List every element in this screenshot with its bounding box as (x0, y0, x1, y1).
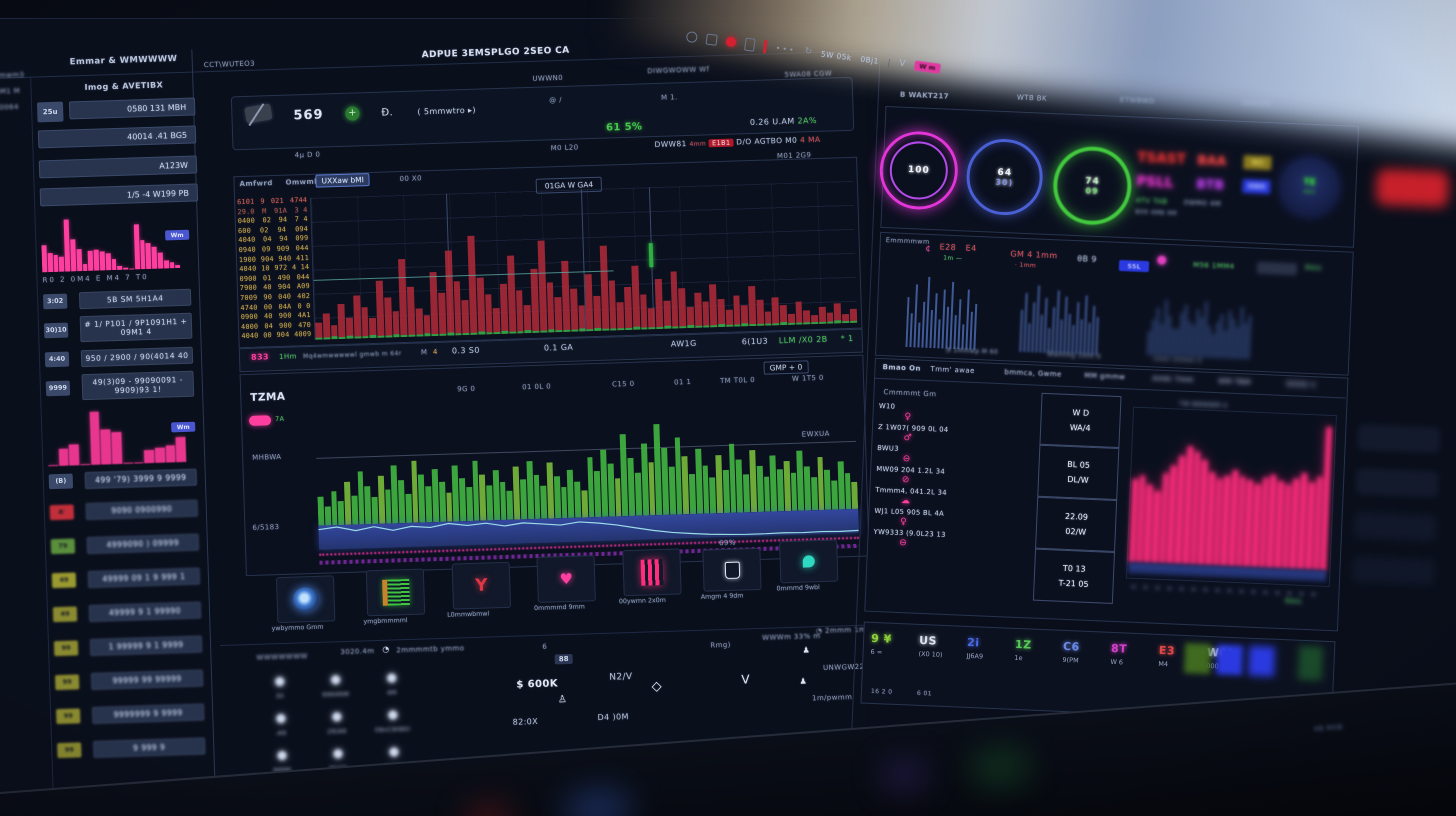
margin-item-3 (1353, 512, 1437, 542)
refresh-icon[interactable]: ↻ (803, 46, 813, 58)
navy-disc-sub: 4B5 (1302, 187, 1316, 197)
ticker-sub-2: 6 01 (916, 689, 933, 698)
bars-chip-blue: 55L (1118, 259, 1150, 273)
right-bars-chart-2 (1019, 268, 1110, 356)
table-left-list: W10 ♀ Z 1W07( 909 0L 04 ♂ BWU3 ⊖ MW09 20… (873, 402, 1029, 555)
ticker-item[interactable]: 2i JJ6A9 (966, 635, 984, 661)
chrome-separator: | (887, 57, 891, 67)
stat-psll: PSLL (1136, 174, 1174, 192)
table-tab-6[interactable]: WM TBM (1218, 377, 1252, 387)
table-tab-1[interactable]: Bmao On (882, 363, 922, 373)
desk-reflection-green (969, 746, 1032, 788)
red-alert-blob (1375, 168, 1450, 208)
table-tab-7[interactable]: WWW 4 (1286, 380, 1316, 390)
pink-chart-chip: θ4m (1284, 597, 1303, 606)
navy-disc-value: TE (1303, 177, 1316, 189)
ticker-item[interactable]: C6 9(PM (1062, 639, 1080, 665)
grid-icon[interactable] (685, 30, 699, 43)
right-bars-chart-1 (905, 263, 984, 350)
bars-v3: GM 4 1mm (1010, 249, 1058, 261)
ticker-block-darkgreen (1297, 645, 1324, 681)
desk-faint-text: 4B M0B (1313, 723, 1344, 734)
pink-area-chart (1128, 411, 1333, 571)
table-tab-5[interactable]: Ambi 7mm (1152, 374, 1194, 385)
stat-btb: BTB (1196, 177, 1225, 193)
bars-chip-green: M56 1MM4 (1192, 261, 1235, 271)
desk-reflection-blue (561, 786, 635, 816)
table-cells: W D WA/4 BL 05 DL/W 22.09 02/W T0 13 T-2… (1032, 392, 1122, 604)
window-icon[interactable] (705, 33, 718, 46)
margin-item-1 (1357, 424, 1441, 454)
right-header-1: B WAKT217 (899, 90, 950, 101)
gauge-green-value: 74 (1085, 175, 1100, 187)
gauge-green-value2: 09 (1085, 185, 1099, 196)
chrome-label-2[interactable]: 0Bj1 (859, 54, 880, 66)
ticker-block-blue-1 (1215, 644, 1244, 676)
ticker-block-green (1183, 643, 1212, 675)
stat-tsast: TSAST (1137, 150, 1187, 168)
table-tab-4[interactable]: MM gmmw (1084, 371, 1126, 382)
table-cell[interactable]: W D WA/4 (1039, 392, 1122, 449)
stat-chip-0w0: 0W0 (1242, 179, 1271, 195)
chrome-pink-badge[interactable]: W m (913, 60, 941, 74)
desk-reflection-red (462, 801, 515, 816)
dots-icon[interactable]: ••• (775, 43, 797, 55)
stat-row3-white: 0WM0 4M (1183, 198, 1222, 209)
bars-mid: θB 9 (1077, 254, 1098, 264)
bars-v1b: 1m — (943, 254, 963, 263)
gauge-blue-value: 64 (997, 167, 1013, 178)
margin-item-2 (1355, 468, 1439, 498)
ticker-block-blue-2 (1247, 645, 1276, 677)
doc-icon[interactable] (744, 37, 756, 52)
ticker-item[interactable]: 8T W 6 (1110, 641, 1128, 667)
bars-v1: E28 (939, 242, 957, 253)
gauge-blue-value2: 30) (995, 177, 1014, 187)
stat-row3-green: 4TV TAB (1135, 196, 1168, 206)
ticker-sub-1: 16 2 0 (870, 687, 893, 696)
right-bars-chart-3 (1147, 275, 1336, 363)
cent-icon: ¢ (925, 243, 932, 254)
margin-item-4 (1351, 555, 1435, 586)
chrome-label-1[interactable]: 5W 05k (820, 48, 853, 62)
bars-chip-gray (1256, 261, 1298, 276)
table-cell[interactable]: BL 05 DL/W (1037, 444, 1120, 501)
desk-reflection-purple (879, 758, 929, 792)
table-left-item[interactable]: YW9333 (9.0L23 13 ⊖ (873, 528, 1024, 553)
bars-v2: E4 (965, 243, 977, 253)
stat-baa: BAA (1197, 153, 1227, 169)
right-header-2: WTB BK (1016, 93, 1048, 103)
bars-chip-theta: θ4m (1304, 263, 1322, 273)
vee-icon[interactable]: V (898, 58, 907, 70)
ticker-item[interactable]: 1Z 1e (1014, 637, 1032, 663)
red-bar-icon (762, 39, 768, 53)
table-cell[interactable]: T0 13 T-21 05 (1032, 548, 1116, 604)
gauge-magenta-ring (888, 140, 949, 201)
ticker-item[interactable]: 9 ¥ 6 = (870, 631, 893, 657)
table-cell[interactable]: 22.09 02/W (1035, 496, 1118, 552)
alert-icon[interactable] (725, 36, 737, 48)
ticker-item[interactable]: US (X0 10) (918, 633, 943, 659)
stat-chip-w2: W2 (1243, 155, 1272, 171)
